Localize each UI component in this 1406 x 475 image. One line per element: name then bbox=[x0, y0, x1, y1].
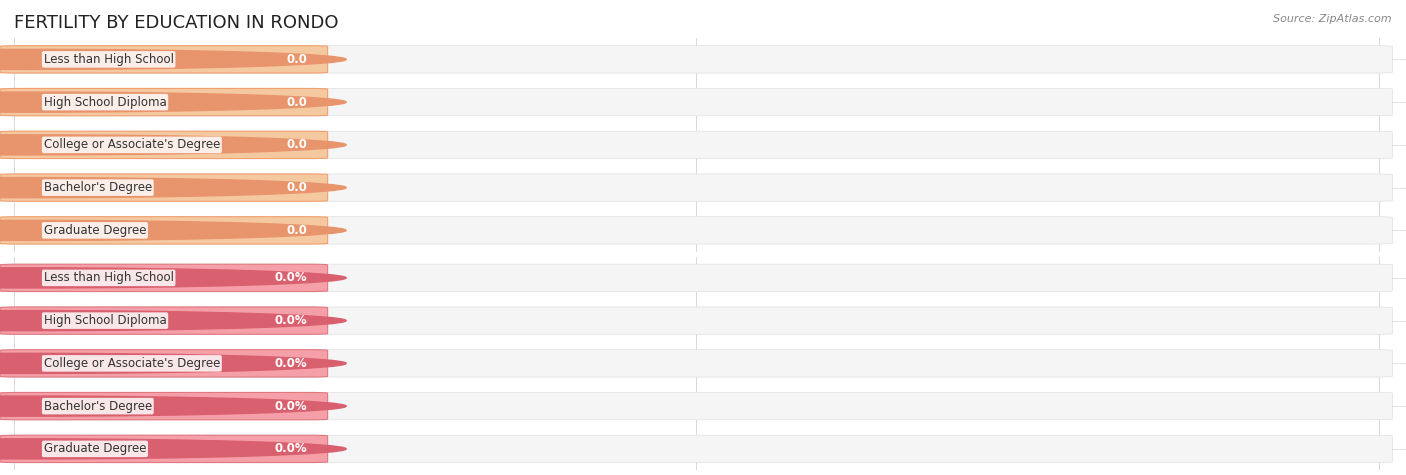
Text: 0.0%: 0.0% bbox=[274, 399, 307, 413]
FancyBboxPatch shape bbox=[0, 174, 328, 201]
Text: Less than High School: Less than High School bbox=[44, 271, 174, 285]
Text: Bachelor's Degree: Bachelor's Degree bbox=[44, 399, 152, 413]
Text: High School Diploma: High School Diploma bbox=[44, 314, 166, 327]
Text: 0.0%: 0.0% bbox=[274, 314, 307, 327]
FancyBboxPatch shape bbox=[0, 307, 328, 334]
Text: Less than High School: Less than High School bbox=[44, 53, 174, 66]
Text: FERTILITY BY EDUCATION IN RONDO: FERTILITY BY EDUCATION IN RONDO bbox=[14, 14, 339, 32]
Text: Graduate Degree: Graduate Degree bbox=[44, 442, 146, 456]
FancyBboxPatch shape bbox=[0, 131, 1392, 159]
Text: Graduate Degree: Graduate Degree bbox=[44, 224, 146, 237]
FancyBboxPatch shape bbox=[0, 307, 1392, 334]
Text: 0.0%: 0.0% bbox=[274, 357, 307, 370]
FancyBboxPatch shape bbox=[0, 46, 1392, 73]
FancyBboxPatch shape bbox=[0, 88, 1392, 116]
Circle shape bbox=[0, 220, 346, 240]
Circle shape bbox=[0, 268, 346, 288]
Text: 0.0: 0.0 bbox=[287, 95, 307, 109]
Text: Source: ZipAtlas.com: Source: ZipAtlas.com bbox=[1274, 14, 1392, 24]
FancyBboxPatch shape bbox=[0, 217, 1392, 244]
Circle shape bbox=[0, 439, 346, 459]
FancyBboxPatch shape bbox=[0, 435, 328, 463]
FancyBboxPatch shape bbox=[0, 435, 1392, 463]
Text: Bachelor's Degree: Bachelor's Degree bbox=[44, 181, 152, 194]
Text: 0.0: 0.0 bbox=[287, 224, 307, 237]
Circle shape bbox=[0, 178, 346, 198]
Circle shape bbox=[0, 49, 346, 69]
FancyBboxPatch shape bbox=[0, 46, 328, 73]
Circle shape bbox=[0, 396, 346, 416]
FancyBboxPatch shape bbox=[0, 392, 328, 420]
Text: High School Diploma: High School Diploma bbox=[44, 95, 166, 109]
Text: 0.0: 0.0 bbox=[287, 138, 307, 152]
FancyBboxPatch shape bbox=[0, 174, 1392, 201]
Text: College or Associate's Degree: College or Associate's Degree bbox=[44, 357, 221, 370]
FancyBboxPatch shape bbox=[0, 131, 328, 159]
Circle shape bbox=[0, 311, 346, 331]
Text: College or Associate's Degree: College or Associate's Degree bbox=[44, 138, 221, 152]
FancyBboxPatch shape bbox=[0, 350, 1392, 377]
Text: 0.0: 0.0 bbox=[287, 53, 307, 66]
Circle shape bbox=[0, 353, 346, 373]
Text: 0.0%: 0.0% bbox=[274, 271, 307, 285]
Text: 0.0: 0.0 bbox=[287, 181, 307, 194]
FancyBboxPatch shape bbox=[0, 217, 328, 244]
FancyBboxPatch shape bbox=[0, 350, 328, 377]
Circle shape bbox=[0, 92, 346, 112]
FancyBboxPatch shape bbox=[0, 392, 1392, 420]
Circle shape bbox=[0, 135, 346, 155]
FancyBboxPatch shape bbox=[0, 88, 328, 116]
FancyBboxPatch shape bbox=[0, 264, 1392, 292]
Text: 0.0%: 0.0% bbox=[274, 442, 307, 456]
FancyBboxPatch shape bbox=[0, 264, 328, 292]
